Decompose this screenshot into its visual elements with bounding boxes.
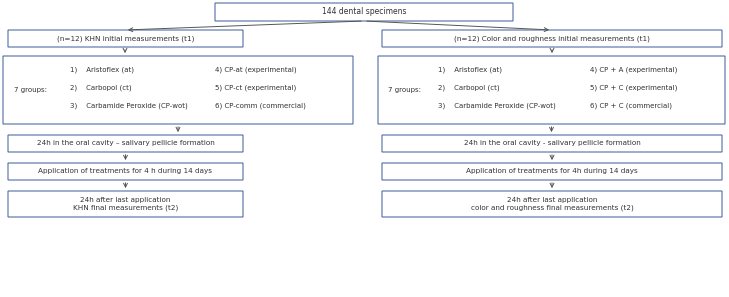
FancyBboxPatch shape xyxy=(3,56,353,124)
Text: 6) CP-comm (commercial): 6) CP-comm (commercial) xyxy=(215,103,306,109)
FancyBboxPatch shape xyxy=(8,30,243,47)
FancyBboxPatch shape xyxy=(8,135,243,152)
Text: 24h in the oral cavity - salivary pellicle formation: 24h in the oral cavity - salivary pellic… xyxy=(464,140,640,146)
Text: 7 groups:: 7 groups: xyxy=(388,87,421,93)
Text: 144 dental specimens: 144 dental specimens xyxy=(321,7,406,17)
Text: 24h after last application
color and roughness final measurements (t2): 24h after last application color and rou… xyxy=(471,197,634,211)
Text: 2)    Carbopol (ct): 2) Carbopol (ct) xyxy=(438,85,499,91)
Text: 6) CP + C (commercial): 6) CP + C (commercial) xyxy=(590,103,672,109)
Text: Application of treatments for 4h during 14 days: Application of treatments for 4h during … xyxy=(466,168,638,175)
Text: Application of treatments for 4 h during 14 days: Application of treatments for 4 h during… xyxy=(39,168,212,175)
Text: 7 groups:: 7 groups: xyxy=(14,87,47,93)
FancyBboxPatch shape xyxy=(8,163,243,180)
FancyBboxPatch shape xyxy=(382,191,722,217)
Text: 5) CP + C (experimental): 5) CP + C (experimental) xyxy=(590,85,677,91)
Text: 1)    Aristoflex (at): 1) Aristoflex (at) xyxy=(70,67,134,73)
FancyBboxPatch shape xyxy=(382,135,722,152)
Text: (n=12) Color and roughness initial measurements (t1): (n=12) Color and roughness initial measu… xyxy=(454,35,650,42)
Text: 24h after last application
KHN final measurements (t2): 24h after last application KHN final mea… xyxy=(73,197,178,211)
FancyBboxPatch shape xyxy=(378,56,725,124)
FancyBboxPatch shape xyxy=(382,30,722,47)
Text: 1)    Aristoflex (at): 1) Aristoflex (at) xyxy=(438,67,502,73)
Text: (n=12) KHN initial measurements (t1): (n=12) KHN initial measurements (t1) xyxy=(57,35,194,42)
Text: 4) CP-at (experimental): 4) CP-at (experimental) xyxy=(215,67,297,73)
Text: 5) CP-ct (experimental): 5) CP-ct (experimental) xyxy=(215,85,296,91)
FancyBboxPatch shape xyxy=(382,163,722,180)
Text: 2)    Carbopol (ct): 2) Carbopol (ct) xyxy=(70,85,132,91)
FancyBboxPatch shape xyxy=(8,191,243,217)
Text: 3)    Carbamide Peroxide (CP-wot): 3) Carbamide Peroxide (CP-wot) xyxy=(438,103,555,109)
Text: 4) CP + A (experimental): 4) CP + A (experimental) xyxy=(590,67,677,73)
Text: 24h in the oral cavity – salivary pellicle formation: 24h in the oral cavity – salivary pellic… xyxy=(36,140,214,146)
Text: 3)    Carbamide Peroxide (CP-wot): 3) Carbamide Peroxide (CP-wot) xyxy=(70,103,188,109)
FancyBboxPatch shape xyxy=(215,3,513,21)
